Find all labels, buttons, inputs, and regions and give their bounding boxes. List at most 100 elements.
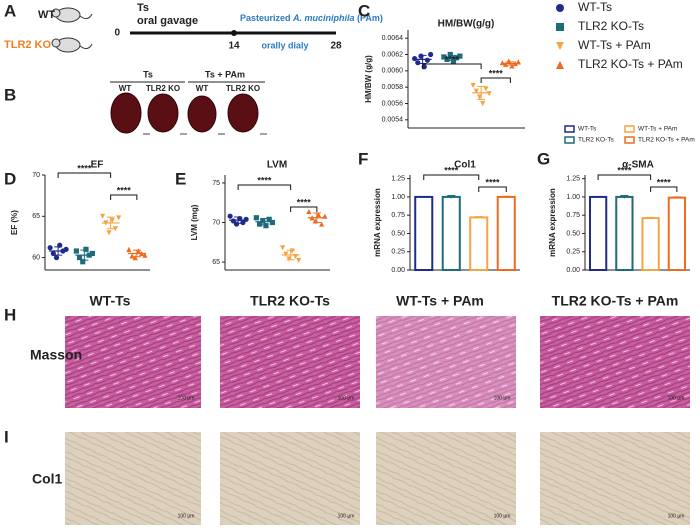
error-bar <box>447 194 456 199</box>
y-tick-label: 0.75 <box>566 212 580 219</box>
significance-bracket <box>650 186 678 192</box>
data-point <box>227 213 233 219</box>
significance-label: **** <box>489 68 504 78</box>
data-point <box>415 60 421 66</box>
schedule: orally dialy <box>261 40 308 50</box>
y-tick-label: 0.00 <box>391 267 405 274</box>
data-point <box>106 230 112 236</box>
data-point <box>470 82 476 89</box>
y-tick-label: 0.0054 <box>382 117 404 124</box>
y-tick-label: 1.00 <box>566 194 580 201</box>
error-bar <box>234 216 243 224</box>
y-tick-label: 0.75 <box>391 212 405 219</box>
legend-swatch <box>624 136 635 144</box>
y-tick-label: 70 <box>32 172 40 179</box>
day-label: 14 <box>228 41 240 52</box>
column-title: WT-Ts <box>90 293 131 309</box>
data-point <box>296 257 302 264</box>
chart-title: α-SMA <box>622 160 654 171</box>
y-tick-label: 65 <box>212 259 220 266</box>
day-label: 28 <box>330 41 342 52</box>
data-point <box>450 58 457 64</box>
y-axis-label: EF (%) <box>10 210 19 235</box>
bar <box>414 195 434 271</box>
data-point <box>256 221 263 227</box>
row-label: Masson <box>30 347 82 363</box>
panel-letter: F <box>358 149 368 168</box>
data-point <box>240 219 246 226</box>
data-point <box>509 63 515 69</box>
scale-label: 100 µm <box>494 395 511 401</box>
significance-bracket <box>423 174 480 180</box>
error-bar <box>132 249 141 258</box>
data-point <box>441 54 447 60</box>
y-tick-label: 0.50 <box>391 230 405 237</box>
legend-swatch <box>564 136 575 144</box>
significance-bracket <box>478 186 507 192</box>
genotype-label: WT <box>196 84 209 93</box>
data-point <box>47 245 53 251</box>
data-point <box>126 246 132 252</box>
data-point <box>473 88 479 94</box>
significance-label: **** <box>117 185 132 195</box>
data-point <box>289 248 295 254</box>
mouse-icon <box>51 7 93 53</box>
y-tick-label: 70 <box>212 219 220 226</box>
condition-label: Ts <box>143 69 153 79</box>
error-bar <box>646 216 655 219</box>
error-bar <box>672 196 681 199</box>
panel-letter: D <box>4 169 16 188</box>
data-point <box>428 51 434 58</box>
chart-title: EF <box>91 160 104 171</box>
scale-label: 100 µm <box>494 513 511 519</box>
significance-label: **** <box>444 165 459 175</box>
data-point <box>283 251 289 257</box>
bar <box>667 196 687 271</box>
significance-label: **** <box>485 177 500 187</box>
data-point <box>253 215 259 221</box>
y-tick-label: 0.0058 <box>382 84 404 91</box>
genotype-label: TLR2 KO <box>146 84 180 93</box>
data-point <box>412 55 418 62</box>
significance-bracket <box>597 174 652 180</box>
y-axis-label: mRNA expression <box>548 188 557 257</box>
error-bar <box>477 85 486 100</box>
treatment-part: A. muciniphila <box>292 13 355 23</box>
data-point <box>132 255 138 261</box>
y-tick-label: 0.0060 <box>382 68 404 75</box>
column-title: TLR2 KO-Ts + PAm <box>552 293 679 309</box>
significance-label: **** <box>77 163 92 173</box>
legend-marker <box>556 42 564 50</box>
significance-bracket <box>110 194 138 200</box>
scale-label: 100 µm <box>668 395 685 401</box>
legend-label: WT-Ts <box>578 126 597 133</box>
error-bar <box>286 249 295 261</box>
y-tick-label: 0.00 <box>566 267 580 274</box>
genotype-label: WT <box>119 84 132 93</box>
y-axis-label: LVM (mg) <box>190 204 199 240</box>
data-point <box>112 226 119 232</box>
error-bar <box>620 194 629 199</box>
data-point <box>76 255 83 261</box>
error-bar <box>447 54 456 61</box>
data-point <box>269 219 275 226</box>
data-point <box>319 221 325 227</box>
chart-title: Col1 <box>454 160 476 171</box>
scale-label: 100 µm <box>178 395 195 401</box>
bar <box>641 217 660 272</box>
y-tick-label: 0.0056 <box>382 100 404 107</box>
start-sub: oral gavage <box>137 15 198 27</box>
legend-marker <box>556 4 564 12</box>
data-point <box>142 252 148 258</box>
legend-marker <box>556 61 564 69</box>
error-bar <box>260 218 269 226</box>
data-point <box>444 56 450 62</box>
data-point <box>260 218 266 224</box>
bar <box>469 216 489 271</box>
data-point <box>80 259 86 265</box>
error-bar <box>54 246 63 256</box>
treatment-part: Pasteurized <box>240 13 293 23</box>
data-point <box>89 250 95 257</box>
legend-swatch <box>564 125 575 133</box>
